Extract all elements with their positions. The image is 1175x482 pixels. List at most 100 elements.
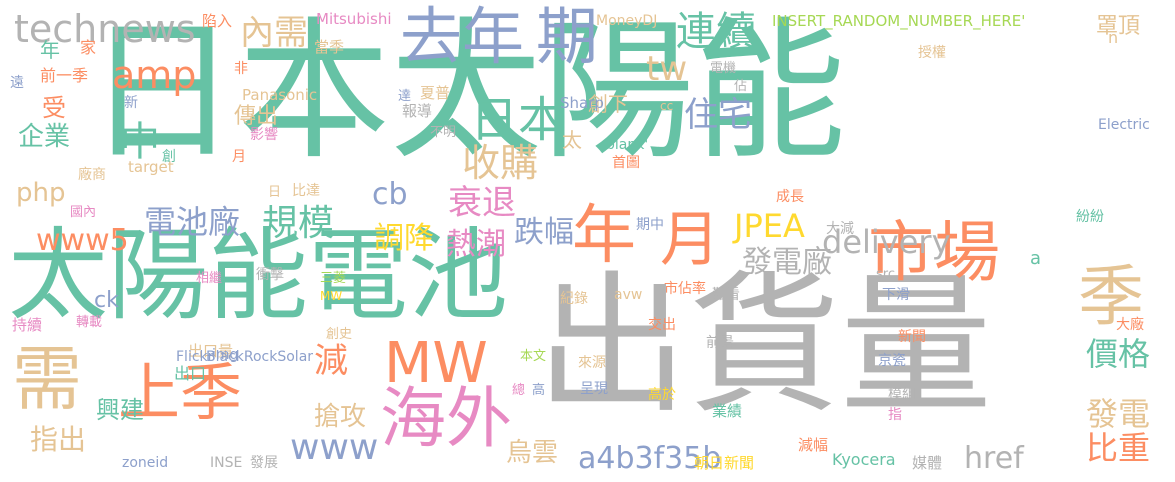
cloud-word: 需 <box>12 338 82 420</box>
cloud-word: 影響 <box>250 127 278 143</box>
cloud-word: www5 <box>36 223 129 258</box>
cloud-word: href <box>964 441 1024 476</box>
cloud-word: 市場 <box>868 214 1000 291</box>
cloud-word: Electric <box>1098 117 1150 133</box>
cloud-word: 創 <box>162 149 176 165</box>
cloud-word: 指出 <box>30 423 87 456</box>
cloud-word: 新 <box>124 95 138 111</box>
cloud-word: 轉載 <box>76 315 103 330</box>
cloud-word: 高於 <box>648 387 676 403</box>
cloud-word: 指 <box>888 407 902 423</box>
cloud-word: 烏雲 <box>506 438 559 468</box>
cloud-word: cb <box>372 177 408 212</box>
cloud-word: technews <box>14 7 196 51</box>
cloud-word: 紀錄 <box>560 291 588 307</box>
cloud-word: 收購 <box>462 141 539 185</box>
cloud-word: 期 <box>536 0 599 73</box>
cloud-word: delivery <box>822 223 951 261</box>
cloud-word: 規模 <box>262 203 335 244</box>
cloud-word: 紛紛 <box>1076 209 1104 225</box>
cloud-word: 報導 <box>402 102 433 120</box>
cloud-word: 持續 <box>12 316 43 334</box>
cloud-word: 京瓷 <box>878 353 906 369</box>
cloud-word: 呈現 <box>580 381 608 397</box>
cloud-word: 業績 <box>712 402 743 420</box>
cloud-word: 日本 <box>470 92 567 148</box>
cloud-word: 模組 <box>888 387 916 403</box>
cloud-word: Panasonic <box>242 86 318 104</box>
cloud-word: 授權 <box>918 45 946 61</box>
cloud-word: Sharp <box>560 94 604 112</box>
cloud-word: 電機 <box>710 61 737 76</box>
cloud-word: 達 <box>398 89 412 104</box>
cloud-word: 年 <box>572 199 636 273</box>
cloud-word: 罩頂 <box>1096 14 1141 39</box>
cloud-word: INSERT_RANDOM_NUMBER_HERE' <box>772 12 1026 30</box>
cloud-word: 傳出 <box>234 104 279 129</box>
cloud-word: 年 <box>40 38 60 62</box>
cloud-word: Flickr <box>176 349 214 365</box>
cloud-word: 上季 <box>118 356 243 429</box>
cloud-word: 新聞 <box>898 329 926 345</box>
cloud-word: 內需 <box>240 13 308 53</box>
cloud-word: 受 <box>42 94 66 122</box>
cloud-word: JPEA <box>734 207 805 245</box>
cloud-word: 連續 <box>676 9 756 55</box>
cloud-word: 下滑 <box>882 287 910 303</box>
cloud-word: www <box>290 427 379 468</box>
cloud-word: 衰退 <box>448 183 516 223</box>
cloud-word: MW <box>320 289 343 303</box>
cloud-word: 高 <box>532 383 546 398</box>
cloud-word: 遠 <box>10 75 24 91</box>
cloud-word: 日本太陽能 <box>86 3 846 180</box>
cloud-word: 比達 <box>292 183 320 199</box>
cloud-word: 創下 <box>588 92 628 116</box>
cloud-word: 非 <box>234 61 248 77</box>
cloud-word: 家 <box>80 38 97 57</box>
cloud-word: cc <box>660 99 674 113</box>
cloud-word: img <box>212 347 239 363</box>
cloud-word: 三菱 <box>320 271 347 286</box>
cloud-word: 價格 <box>1086 335 1151 373</box>
cloud-word: 太 <box>562 128 582 152</box>
cloud-word: 中 <box>120 119 160 165</box>
cloud-word: target <box>128 158 174 176</box>
cloud-word: n <box>1108 28 1119 47</box>
cloud-word: tw <box>646 49 688 89</box>
cloud-word: 跌幅 <box>514 215 574 250</box>
cloud-word: 總 <box>512 383 526 398</box>
cloud-word: 去年 <box>400 0 525 73</box>
cloud-word: 日 <box>268 185 282 200</box>
cloud-word: 減幅 <box>798 436 829 454</box>
cloud-word: 出口 <box>174 364 207 383</box>
cloud-word: 熱潮 <box>446 227 506 262</box>
cloud-word: 海外 <box>380 380 512 457</box>
cloud-word: 陷入 <box>202 12 233 30</box>
cloud-word: 難看 <box>712 287 740 303</box>
cloud-word: MW <box>384 331 488 396</box>
cloud-word: a4b3f35b <box>578 441 722 476</box>
cloud-word: ck <box>94 288 119 313</box>
cloud-word: 創史 <box>326 327 353 342</box>
cloud-word: 出口量 <box>188 342 234 360</box>
cloud-word: 廠商 <box>78 167 106 183</box>
cloud-word: 出貨量 <box>536 257 992 434</box>
cloud-word: 來源 <box>578 355 606 371</box>
cloud-word: 期中 <box>636 217 664 233</box>
cloud-word: 不明 <box>430 125 457 140</box>
cloud-word: 相繼 <box>196 271 223 286</box>
cloud-word: 衝擊 <box>256 267 284 283</box>
cloud-word: 發電 <box>1086 395 1151 433</box>
cloud-word: 媒體 <box>912 454 943 472</box>
cloud-word: INSE <box>210 455 243 471</box>
cloud-word: 月 <box>232 149 246 165</box>
cloud-word: 住宅 <box>684 95 752 135</box>
cloud-word: amp <box>112 53 197 97</box>
cloud-word: 本文 <box>520 349 547 364</box>
cloud-word: 季 <box>1078 258 1144 335</box>
cloud-word: 國內 <box>70 205 97 220</box>
cloud-word: 朝日新聞 <box>694 454 755 472</box>
cloud-word: MoneyDJ <box>596 13 658 29</box>
cloud-word: 大減 <box>826 221 854 237</box>
